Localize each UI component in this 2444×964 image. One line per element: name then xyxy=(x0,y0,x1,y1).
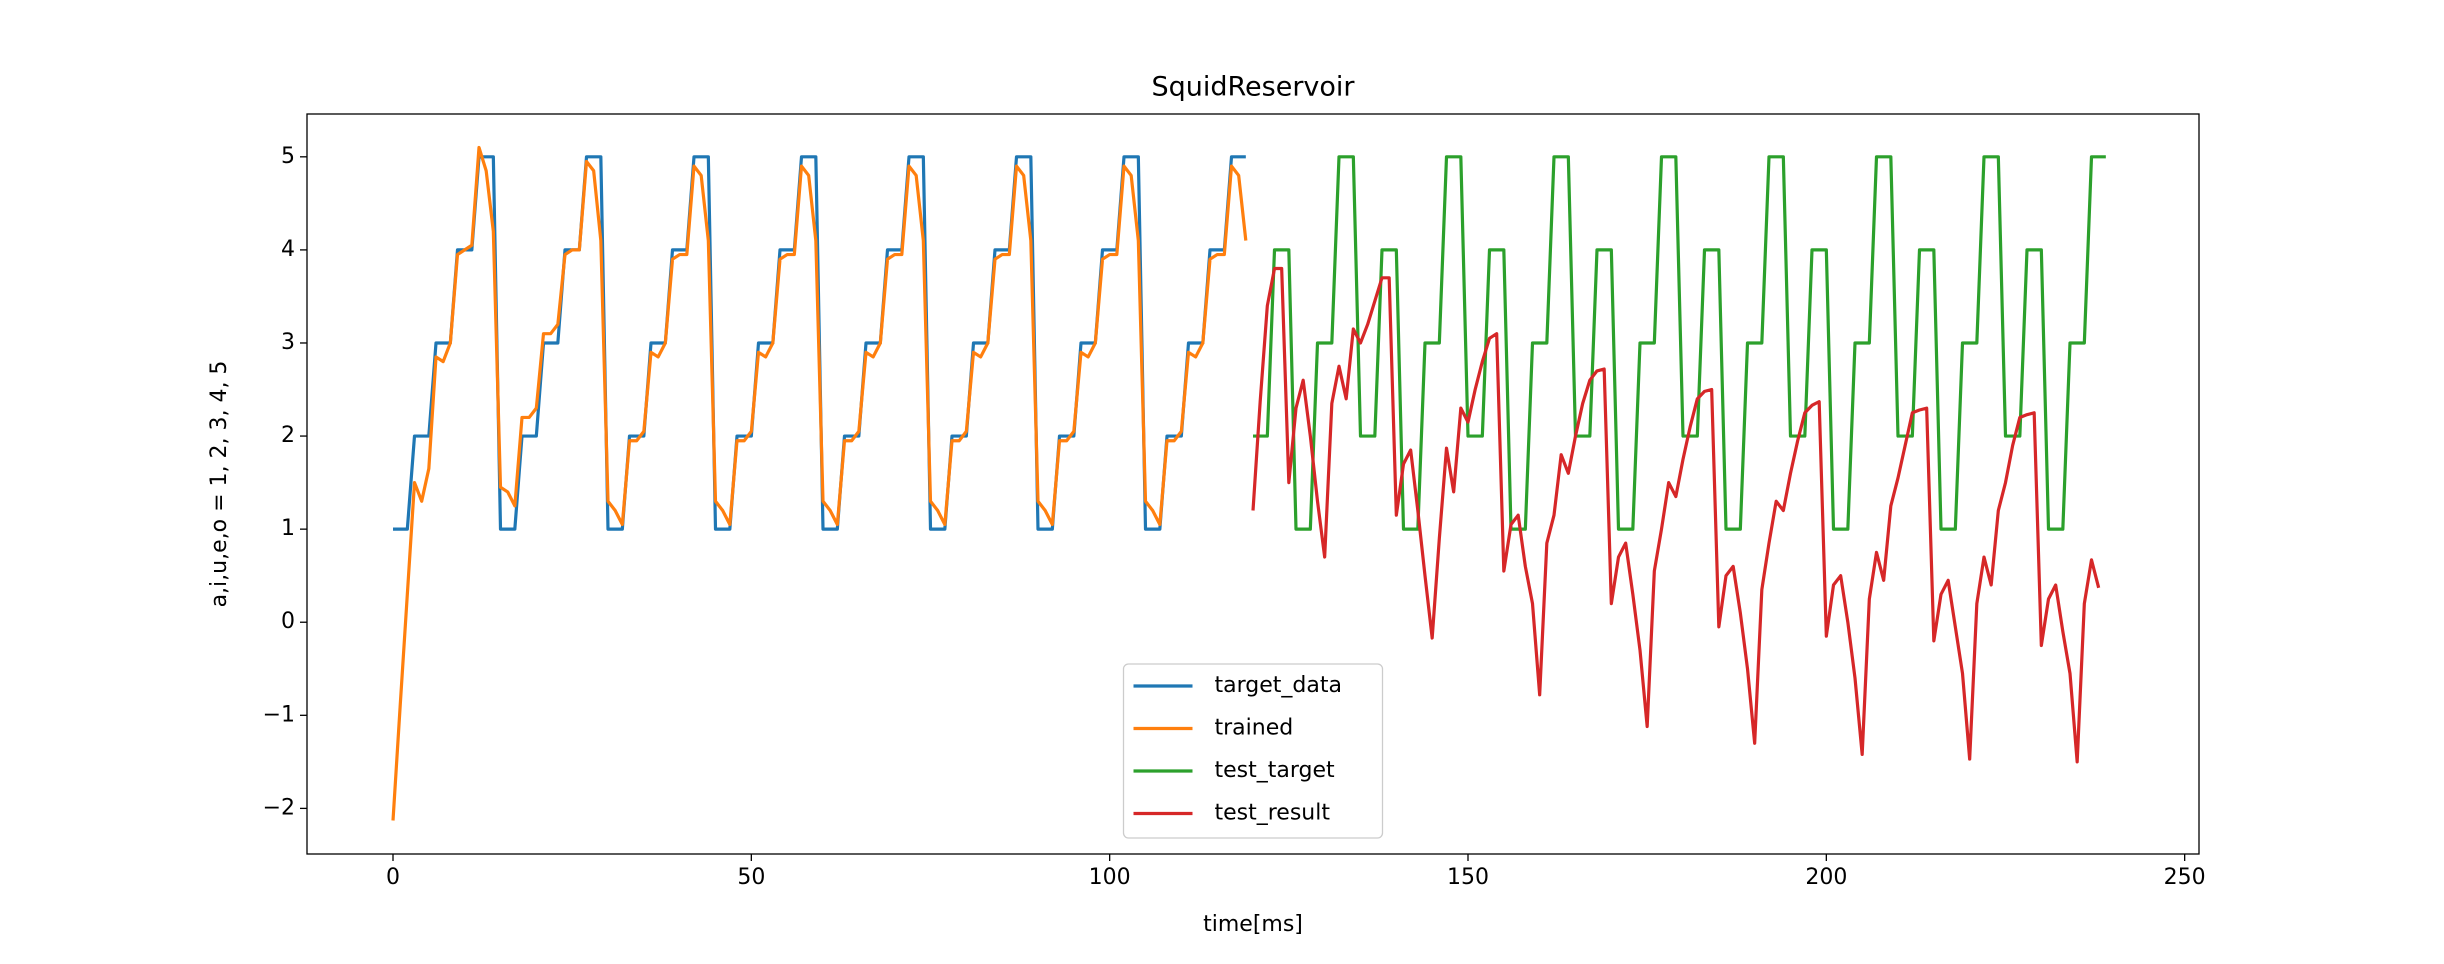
x-tick-label: 100 xyxy=(1089,865,1131,890)
x-tick-label: 50 xyxy=(737,865,765,890)
axes-frame xyxy=(306,113,2200,855)
legend-frame xyxy=(1122,663,1384,839)
chart-title: SquidReservoir xyxy=(1151,72,1355,103)
y-axis-label: a,i,u,e,o = 1, 2, 3, 4, 5 xyxy=(207,361,232,608)
legend-label: target_data xyxy=(1215,673,1342,698)
series-line xyxy=(1251,266,2101,764)
series-line xyxy=(1253,155,2106,531)
y-tick-label: 3 xyxy=(281,330,295,355)
x-axis-label: time[ms] xyxy=(1203,912,1303,937)
y-tick-label: 0 xyxy=(281,609,295,634)
x-tick-label: 250 xyxy=(2164,865,2206,890)
x-tick-label: 200 xyxy=(1805,865,1847,890)
legend-label: test_target xyxy=(1215,758,1336,783)
legend-label: trained xyxy=(1215,716,1294,741)
y-tick-label: −2 xyxy=(263,795,295,820)
y-tick-label: 1 xyxy=(281,516,295,541)
x-tick-label: 0 xyxy=(386,865,400,890)
series-line xyxy=(391,145,1248,821)
y-tick-label: 4 xyxy=(281,237,295,262)
y-tick-label: 5 xyxy=(281,144,295,169)
x-tick-label: 150 xyxy=(1447,865,1489,890)
y-tick-label: −1 xyxy=(263,702,295,727)
y-tick-label: 2 xyxy=(281,423,295,448)
legend-label: test_result xyxy=(1215,801,1331,826)
